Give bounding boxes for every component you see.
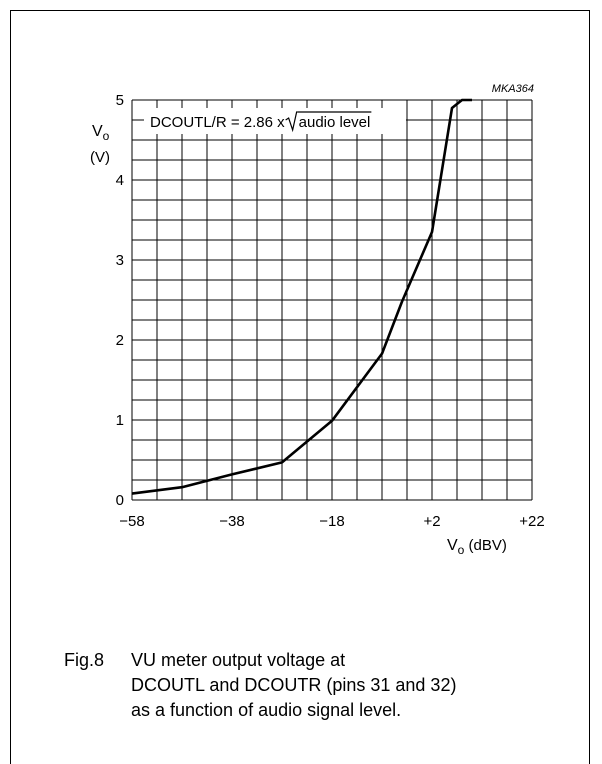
series-line	[132, 100, 472, 494]
x-tick-label: −58	[119, 513, 144, 530]
y-axis-label: Vo	[92, 123, 110, 143]
x-axis-label: Vo (dBV)	[447, 537, 507, 557]
y-tick-label: 2	[116, 332, 124, 349]
y-tick-label: 3	[116, 252, 124, 269]
caption-line: DCOUTL and DCOUTR (pins 31 and 32)	[131, 673, 591, 698]
figure-code-label: MKA364	[492, 83, 534, 95]
caption-line: as a function of audio signal level.	[131, 698, 591, 723]
figure-number: Fig.8	[64, 648, 104, 673]
caption-text: VU meter output voltage at DCOUTL and DC…	[131, 648, 591, 723]
y-axis-unit: (V)	[90, 149, 110, 166]
y-tick-label: 5	[116, 92, 124, 109]
x-tick-label: +22	[519, 513, 544, 530]
y-tick-label: 0	[116, 492, 124, 509]
x-tick-label: −38	[219, 513, 244, 530]
caption-line: VU meter output voltage at	[131, 648, 591, 673]
x-tick-label: +2	[423, 513, 440, 530]
y-tick-label: 4	[116, 172, 124, 189]
x-axis-unit: (dBV)	[464, 537, 507, 554]
y-axis-label-subscript: o	[103, 129, 110, 143]
formula-sqrt-argument: audio level	[299, 114, 371, 131]
x-tick-label: −18	[319, 513, 344, 530]
y-tick-label: 1	[116, 412, 124, 429]
formula-text: DCOUTL/R = 2.86 x	[150, 114, 285, 131]
